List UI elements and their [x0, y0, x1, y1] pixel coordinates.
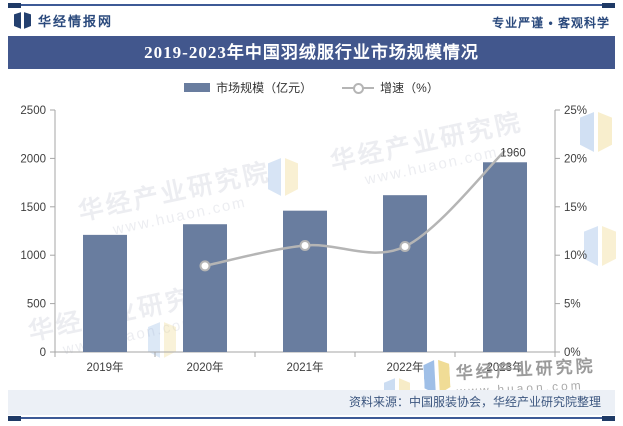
- growth-line-marker: [199, 260, 211, 272]
- y-axis-left-tick-label: 2000: [20, 153, 46, 165]
- chart-legend: 市场规模（亿元） 增速（%）: [0, 79, 623, 96]
- bar-2020年: [183, 224, 227, 352]
- bar-legend-swatch-icon: [184, 83, 211, 92]
- y-axis-right-tick-label: 25%: [564, 105, 587, 117]
- y-axis-right-tick-label: 10%: [564, 250, 587, 262]
- bar-value-label: 1960: [500, 147, 526, 159]
- bar-2021年: [283, 210, 327, 352]
- x-axis-category-label: 2021年: [286, 360, 323, 374]
- bottom-border-left-cap: [8, 416, 21, 421]
- bottom-border-line: [8, 417, 615, 419]
- title-banner: 2019-2023年中国羽绒服行业市场规模情况: [8, 36, 615, 69]
- top-border-left-cap: [8, 3, 21, 8]
- bottom-border-right-cap: [602, 416, 615, 421]
- chart-title: 2019-2023年中国羽绒服行业市场规模情况: [144, 43, 479, 62]
- y-axis-left-tick-label: 1500: [20, 202, 46, 214]
- legend-label-market-size: 市场规模（亿元）: [216, 81, 313, 95]
- bar-2023年: [483, 162, 527, 352]
- y-axis-left-tick-label: 500: [27, 299, 46, 311]
- growth-line: [204, 149, 506, 268]
- y-axis-right-tick-label: 5%: [564, 299, 581, 311]
- brand-name: 华经情报网: [38, 14, 114, 29]
- y-axis-right-tick-label: 15%: [564, 202, 587, 214]
- y-axis-right-tick-label: 0%: [564, 347, 581, 359]
- y-axis-right-tick-label: 20%: [564, 153, 587, 165]
- data-source-text: 资料来源：中国服装协会，华经产业研究院整理: [348, 395, 601, 409]
- brand-slogan: 专业严谨 • 客观科学: [492, 16, 610, 30]
- bar-2019年: [83, 234, 127, 352]
- y-axis-left-tick-label: 0: [40, 347, 46, 359]
- growth-line-marker: [399, 240, 411, 252]
- line-legend-swatch-icon: [342, 83, 375, 94]
- y-axis-left-tick-label: 2500: [20, 105, 46, 117]
- legend-item-growth: 增速（%）: [342, 79, 439, 96]
- y-axis-left-tick-label: 1000: [20, 250, 46, 262]
- legend-item-market-size: 市场规模（亿元）: [184, 79, 312, 96]
- x-axis-category-label: 2023年: [486, 360, 523, 374]
- growth-line-marker: [299, 240, 311, 252]
- bar-2022年: [383, 195, 427, 352]
- legend-label-growth: 增速（%）: [380, 81, 439, 95]
- x-axis-category-label: 2019年: [86, 360, 123, 374]
- source-band: 资料来源：中国服装协会，华经产业研究院整理: [8, 390, 615, 415]
- x-axis-category-label: 2022年: [386, 360, 423, 374]
- top-border-line: [8, 4, 615, 6]
- top-border-right-cap: [602, 3, 615, 8]
- x-axis-category-label: 2020年: [186, 360, 223, 374]
